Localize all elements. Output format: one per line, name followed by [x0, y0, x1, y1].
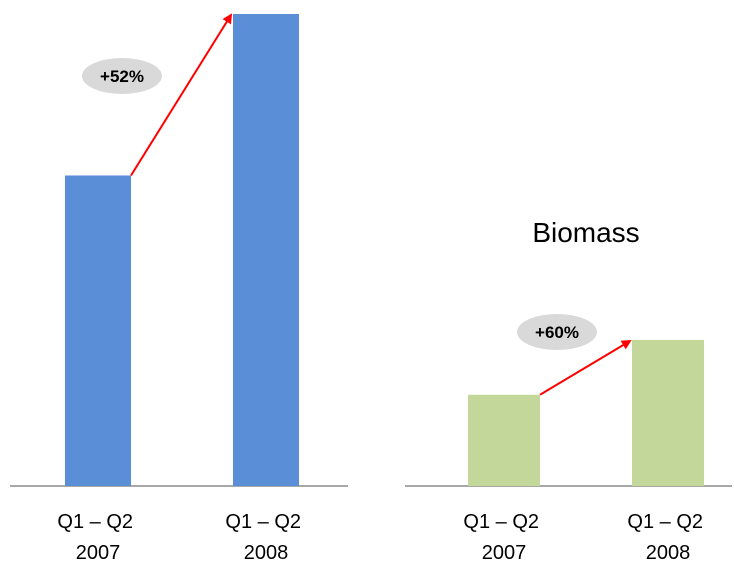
chart-right-tick-2008-line1: Q1 – Q2 [627, 511, 703, 533]
chart-right-tick-2007-line2: 2007 [482, 542, 527, 564]
chart-left-growth-badge [82, 58, 162, 94]
chart-right-title: Biomass [532, 217, 639, 248]
chart-left-bar-2007 [65, 175, 131, 486]
chart-right-tick-2008-line2: 2008 [646, 542, 691, 564]
chart-left-tick-2007-line1: Q1 – Q2 [57, 511, 133, 533]
chart-right: Biomass +60% Q1 – Q2 2007 Q1 – Q2 2008 [405, 217, 732, 564]
chart-left-growth-arrow [130, 13, 233, 177]
chart-right-growth-arrow [539, 339, 632, 396]
chart-left-tick-2007-line2: 2007 [76, 542, 121, 564]
chart-left-tick-2008-line1: Q1 – Q2 [225, 511, 301, 533]
chart-left-tick-label-2008: Q1 – Q2 2008 [225, 511, 306, 564]
chart-left-tick-label-2007: Q1 – Q2 2007 [57, 511, 138, 564]
chart-right-tick-label-2007: Q1 – Q2 2007 [463, 511, 544, 564]
chart-right-tick-label-2008: Q1 – Q2 2008 [627, 511, 708, 564]
chart-right-growth-badge [517, 314, 597, 350]
chart-right-tick-2007-line1: Q1 – Q2 [463, 511, 539, 533]
chart-right-growth-label: +60% [535, 323, 579, 342]
chart-right-bar-2008 [632, 340, 704, 486]
chart-right-bar-2007 [468, 394, 540, 486]
chart-left-bar-2008 [233, 14, 299, 486]
chart-left-growth-label: +52% [100, 67, 144, 86]
chart-left: +52% Q1 – Q2 2007 Q1 – Q2 2008 [10, 13, 348, 564]
chart-left-tick-2008-line2: 2008 [244, 542, 289, 564]
